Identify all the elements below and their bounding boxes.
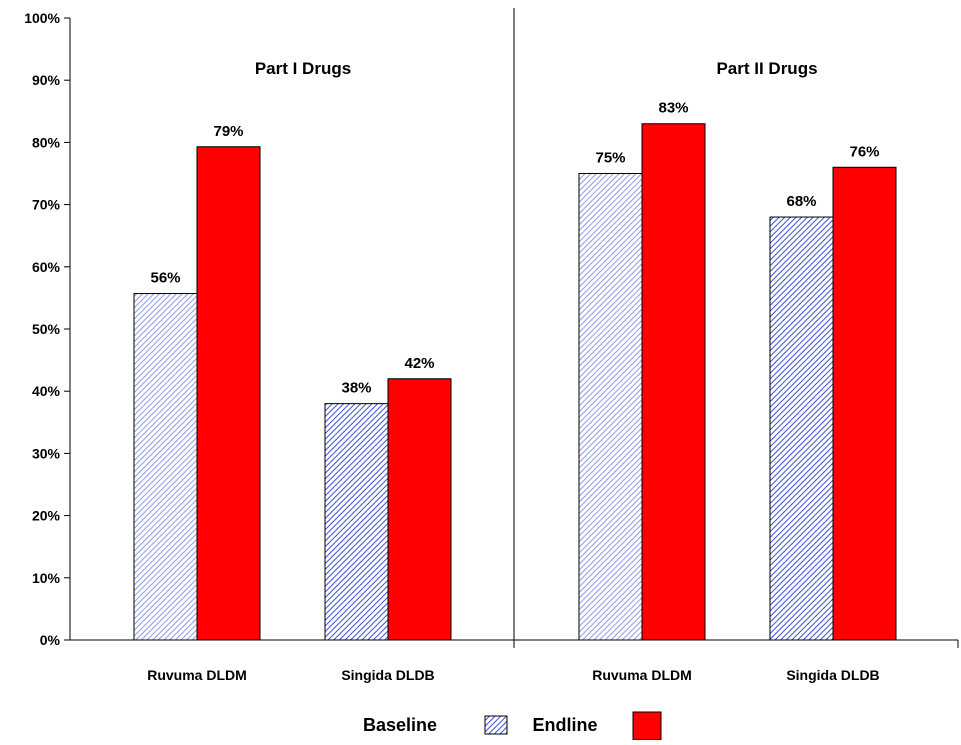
y-tick-label: 70% bbox=[32, 197, 61, 213]
bar-value-label: 76% bbox=[849, 143, 879, 160]
bar-baseline bbox=[769, 216, 834, 641]
bar-value-label: 75% bbox=[595, 150, 625, 167]
bar-baseline bbox=[324, 403, 389, 641]
bar-value-label: 56% bbox=[150, 270, 180, 287]
category-label: Ruvuma DLDM bbox=[147, 667, 247, 683]
bar-value-label: 68% bbox=[786, 193, 816, 210]
y-tick-label: 90% bbox=[32, 72, 61, 88]
bar-value-label: 79% bbox=[213, 123, 243, 140]
bar-value-label: 83% bbox=[658, 100, 688, 117]
bar-endline bbox=[641, 123, 706, 641]
y-tick-label: 50% bbox=[32, 321, 61, 337]
category-label: Singida DLDB bbox=[786, 667, 879, 683]
bar-baseline bbox=[578, 173, 643, 641]
bar-endline bbox=[832, 166, 897, 641]
y-tick-label: 40% bbox=[32, 383, 61, 399]
y-tick-label: 80% bbox=[32, 134, 61, 150]
y-tick-label: 100% bbox=[24, 10, 60, 26]
legend-label: Baseline bbox=[363, 715, 437, 735]
y-tick-label: 0% bbox=[40, 632, 61, 648]
group-title: Part I Drugs bbox=[255, 59, 351, 78]
bar-endline bbox=[196, 146, 261, 641]
category-label: Ruvuma DLDM bbox=[592, 667, 692, 683]
legend-label: Endline bbox=[532, 715, 597, 735]
y-tick-label: 20% bbox=[32, 508, 61, 524]
bar-endline bbox=[387, 378, 452, 641]
y-tick-label: 30% bbox=[32, 445, 61, 461]
group-title: Part II Drugs bbox=[716, 59, 817, 78]
y-tick-label: 10% bbox=[32, 570, 61, 586]
legend-swatch-baseline bbox=[484, 715, 508, 735]
category-label: Singida DLDB bbox=[341, 667, 434, 683]
legend-swatch-endline bbox=[632, 711, 662, 741]
bar-value-label: 38% bbox=[341, 380, 371, 397]
bar-baseline bbox=[133, 293, 198, 641]
y-tick-label: 60% bbox=[32, 259, 61, 275]
bar-value-label: 42% bbox=[404, 355, 434, 372]
